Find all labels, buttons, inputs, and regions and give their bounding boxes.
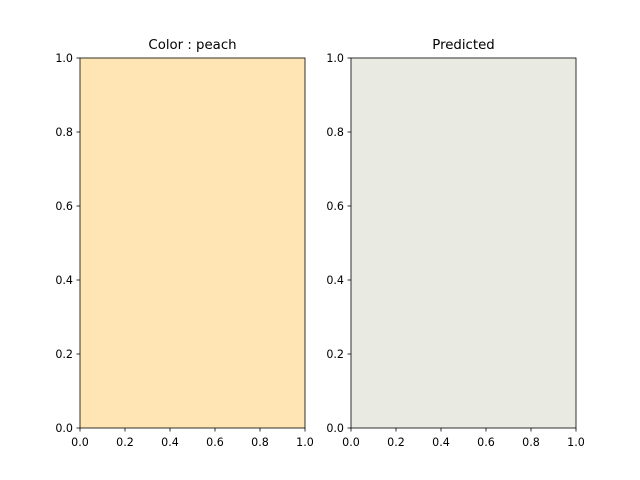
x-tick-label: 0.0 (342, 436, 360, 449)
y-tick-label: 0.0 (326, 422, 344, 435)
axes-panel-1: Color : peach 0.0 0.2 0.4 0.6 0.8 1.0 0.0 0.2 0.4… (55, 38, 313, 449)
axes-frame (79, 57, 306, 429)
y-tick-label: 1.0 (55, 52, 73, 65)
x-tick-label: 1.0 (567, 436, 585, 449)
color-swatch (80, 58, 305, 428)
color-swatch (351, 58, 576, 428)
x-tick-label: 0.8 (251, 436, 269, 449)
y-tick-label: 0.8 (55, 126, 73, 139)
y-tick-label: 0.4 (326, 274, 344, 287)
y-tick-label: 0.2 (55, 348, 73, 361)
axes-panel-2: Predicted 0.0 0.2 0.4 0.6 0.8 1.0 0.0 0.2 0.4 0.6 0… (326, 38, 584, 449)
y-tick-label: 0.4 (55, 274, 73, 287)
x-tick-label: 0.2 (116, 436, 134, 449)
x-tick-label: 0.4 (432, 436, 450, 449)
x-tick-label: 1.0 (296, 436, 314, 449)
chart-title: Color : peach (148, 38, 236, 53)
y-tick-label: 0.2 (326, 348, 344, 361)
x-tick-label: 0.4 (161, 436, 179, 449)
axes-frame (350, 57, 577, 429)
y-tick-label: 0.6 (326, 200, 344, 213)
y-tick-label: 0.6 (55, 200, 73, 213)
y-tick-label: 1.0 (326, 52, 344, 65)
chart-title: Predicted (432, 38, 494, 53)
x-tick-label: 0.6 (477, 436, 495, 449)
x-tick-label: 0.2 (387, 436, 405, 449)
x-tick-label: 0.6 (206, 436, 224, 449)
y-tick-label: 0.8 (326, 126, 344, 139)
y-tick-label: 0.0 (55, 422, 73, 435)
x-tick-label: 0.8 (522, 436, 540, 449)
x-tick-label: 0.0 (71, 436, 89, 449)
